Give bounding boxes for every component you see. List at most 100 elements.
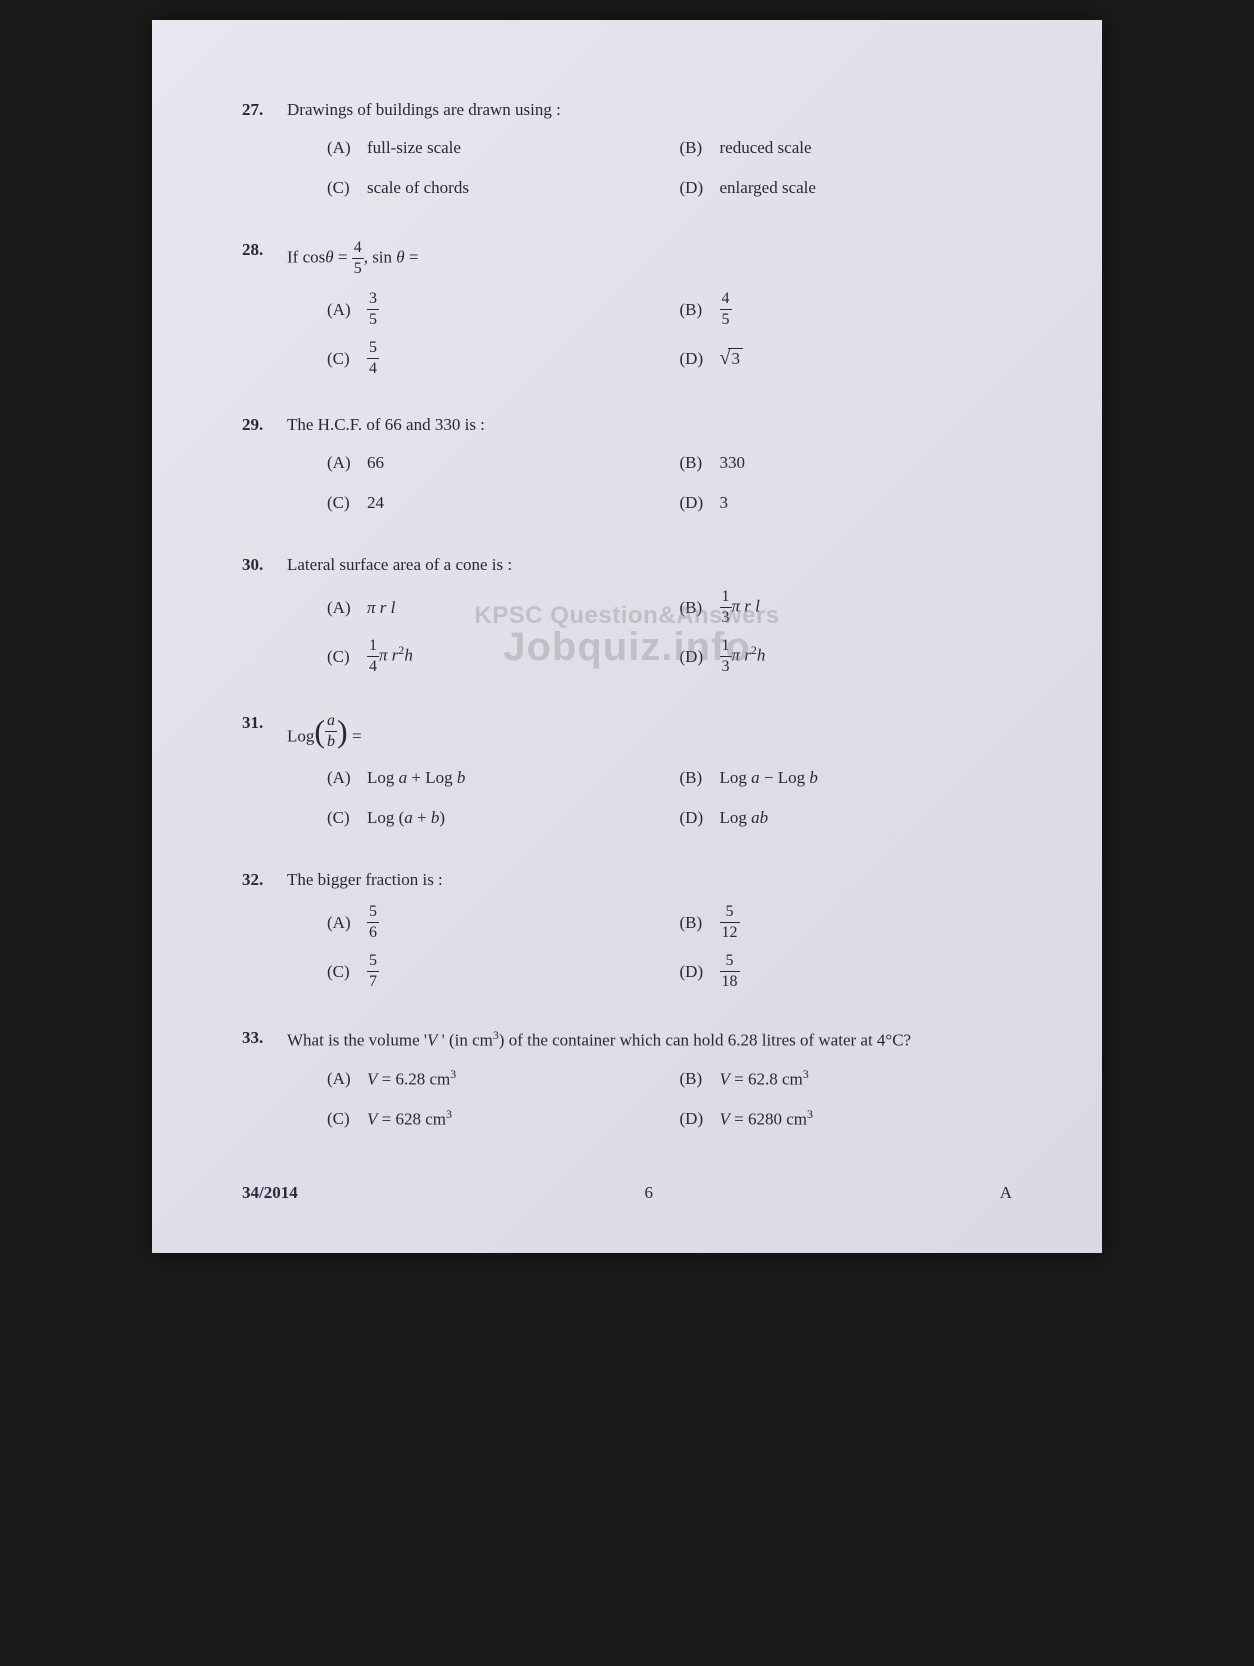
question-number: 31. xyxy=(242,713,287,733)
option-text: π r l xyxy=(367,598,395,618)
text-part: = xyxy=(334,247,352,266)
fraction: 57 xyxy=(367,953,379,990)
option-label: (A) xyxy=(327,300,367,320)
option-label: (B) xyxy=(680,768,720,788)
option-text: Log a + Log b xyxy=(367,768,465,788)
option-text: V = 6280 cm3 xyxy=(720,1107,813,1130)
denominator: b xyxy=(325,731,337,750)
sqrt: √3 xyxy=(720,347,743,370)
option-d: (D) 13π r2h xyxy=(680,638,1013,675)
options-grid: (A) 66 (B) 330 (C) 24 (D) 3 xyxy=(242,449,1012,517)
option-text: 57 xyxy=(367,953,379,990)
option-label: (A) xyxy=(327,138,367,158)
option-label: (A) xyxy=(327,1069,367,1089)
options-grid: (A) Log a + Log b (B) Log a − Log b (C) … xyxy=(242,764,1012,832)
question-number: 30. xyxy=(242,555,287,575)
fraction: 518 xyxy=(720,953,740,990)
option-b: (B) 13π r l xyxy=(680,589,1013,626)
option-label: (B) xyxy=(680,300,720,320)
option-text: 13π r2h xyxy=(720,638,766,675)
denominator: 3 xyxy=(720,607,732,626)
options-grid: (A) π r l (B) 13π r l (C) 14π r2h (D) 13… xyxy=(242,589,1012,675)
text-part: = xyxy=(348,727,362,746)
text-part: If cos xyxy=(287,247,325,266)
question-number: 33. xyxy=(242,1028,287,1048)
question-31: 31. Log(ab) = (A) Log a + Log b (B) Log … xyxy=(242,713,1012,832)
footer-right: A xyxy=(1000,1183,1012,1203)
question-text: The bigger fraction is : xyxy=(287,870,1012,890)
option-text: √3 xyxy=(720,347,743,370)
option-label: (A) xyxy=(327,453,367,473)
question-text: What is the volume 'V ' (in cm3) of the … xyxy=(287,1028,1012,1051)
option-text: 518 xyxy=(720,953,740,990)
option-label: (A) xyxy=(327,768,367,788)
option-label: (D) xyxy=(680,349,720,369)
option-text: 35 xyxy=(367,291,379,328)
option-text: Log (a + b) xyxy=(367,808,445,828)
option-label: (B) xyxy=(680,913,720,933)
denominator: 6 xyxy=(367,922,379,941)
question-28: 28. If cosθ = 45, sin θ = (A) 35 (B) 45 … xyxy=(242,240,1012,377)
text-part: = xyxy=(405,247,419,266)
paren-right: ) xyxy=(337,719,348,745)
question-text: If cosθ = 45, sin θ = xyxy=(287,240,1012,277)
option-d: (D) V = 6280 cm3 xyxy=(680,1105,1013,1133)
option-a: (A) 66 xyxy=(327,449,660,477)
option-c: (C) 24 xyxy=(327,489,660,517)
option-d: (D) enlarged scale xyxy=(680,174,1013,202)
option-b: (B) reduced scale xyxy=(680,134,1013,162)
numerator: 4 xyxy=(720,291,732,309)
page-footer: 34/2014 6 A xyxy=(242,1183,1012,1203)
denominator: 7 xyxy=(367,971,379,990)
theta: θ xyxy=(396,247,404,266)
question-number: 27. xyxy=(242,100,287,120)
option-b: (B) Log a − Log b xyxy=(680,764,1013,792)
option-label: (B) xyxy=(680,138,720,158)
question-header: 31. Log(ab) = xyxy=(242,713,1012,750)
question-33: 33. What is the volume 'V ' (in cm3) of … xyxy=(242,1028,1012,1133)
denominator: 4 xyxy=(367,656,379,675)
option-a: (A) Log a + Log b xyxy=(327,764,660,792)
footer-page-number: 6 xyxy=(644,1183,653,1203)
option-label: (C) xyxy=(327,349,367,369)
question-header: 32. The bigger fraction is : xyxy=(242,870,1012,890)
question-number: 28. xyxy=(242,240,287,260)
option-d: (D) 3 xyxy=(680,489,1013,517)
sqrt-value: 3 xyxy=(728,348,743,369)
option-label: (B) xyxy=(680,1069,720,1089)
option-b: (B) 330 xyxy=(680,449,1013,477)
fraction: 56 xyxy=(367,904,379,941)
option-label: (C) xyxy=(327,1109,367,1129)
option-label: (C) xyxy=(327,647,367,667)
numerator: 5 xyxy=(367,904,379,922)
option-text: 14π r2h xyxy=(367,638,413,675)
option-text: V = 6.28 cm3 xyxy=(367,1067,456,1090)
denominator: 18 xyxy=(720,971,740,990)
numerator: 1 xyxy=(720,589,732,607)
fraction: 54 xyxy=(367,340,379,377)
denominator: 12 xyxy=(720,922,740,941)
question-number: 32. xyxy=(242,870,287,890)
option-label: (B) xyxy=(680,453,720,473)
option-text: scale of chords xyxy=(367,178,469,198)
numerator: 5 xyxy=(724,953,736,971)
denominator: 4 xyxy=(367,358,379,377)
numerator: 1 xyxy=(367,638,379,656)
denominator: 5 xyxy=(720,309,732,328)
option-c: (C) Log (a + b) xyxy=(327,804,660,832)
question-text: The H.C.F. of 66 and 330 is : xyxy=(287,415,1012,435)
option-text: 13π r l xyxy=(720,589,760,626)
exam-page: 27. Drawings of buildings are drawn usin… xyxy=(152,20,1102,1253)
option-b: (B) 512 xyxy=(680,904,1013,941)
option-text: Log ab xyxy=(720,808,769,828)
option-b: (B) 45 xyxy=(680,291,1013,328)
fraction: 13 xyxy=(720,638,732,675)
question-text: Drawings of buildings are drawn using : xyxy=(287,100,1012,120)
text-part: , sin xyxy=(364,247,397,266)
fraction: 13 xyxy=(720,589,732,626)
option-label: (C) xyxy=(327,493,367,513)
option-text: 54 xyxy=(367,340,379,377)
numerator: 3 xyxy=(367,291,379,309)
option-label: (C) xyxy=(327,962,367,982)
question-header: 28. If cosθ = 45, sin θ = xyxy=(242,240,1012,277)
